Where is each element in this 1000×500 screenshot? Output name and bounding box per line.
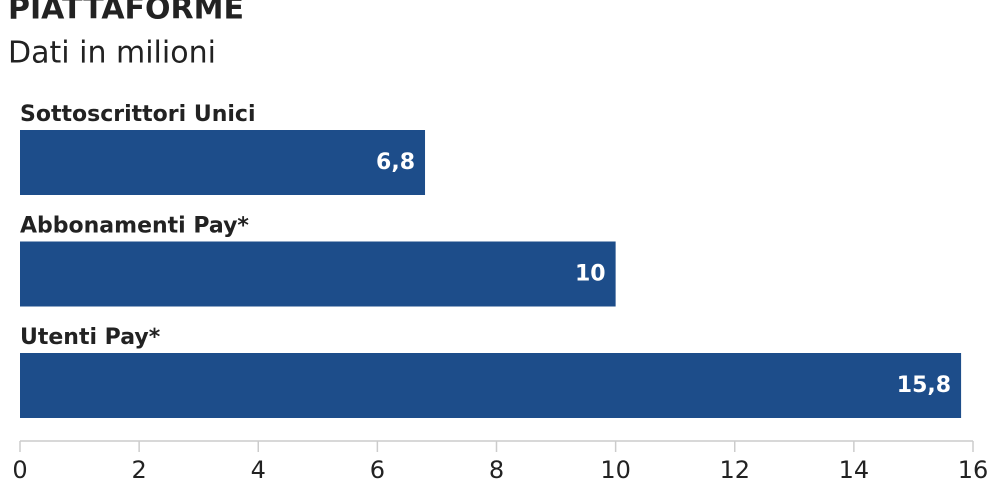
value-label: 15,8 [897,373,951,398]
category-label: Abbonamenti Pay* [20,214,249,239]
x-tick-label: 8 [489,456,504,484]
x-tick-label: 16 [958,456,989,484]
bar [20,353,962,418]
value-label: 10 [575,262,606,287]
x-tick-label: 2 [131,456,146,484]
category-label: Sottoscrittori Unici [20,102,255,127]
value-label: 6,8 [376,150,415,175]
x-tick-label: 10 [600,456,631,484]
chart-subtitle: Dati in milioni [8,36,216,71]
bar [20,241,616,307]
x-tick-label: 4 [251,456,266,484]
category-label: Utenti Pay* [20,325,161,350]
x-tick-label: 6 [370,456,385,484]
chart-title: PIATTAFORME [8,0,244,27]
bar [20,130,426,195]
x-tick-label: 14 [839,456,870,484]
x-tick-label: 0 [12,456,27,484]
x-tick-label: 12 [719,456,750,484]
